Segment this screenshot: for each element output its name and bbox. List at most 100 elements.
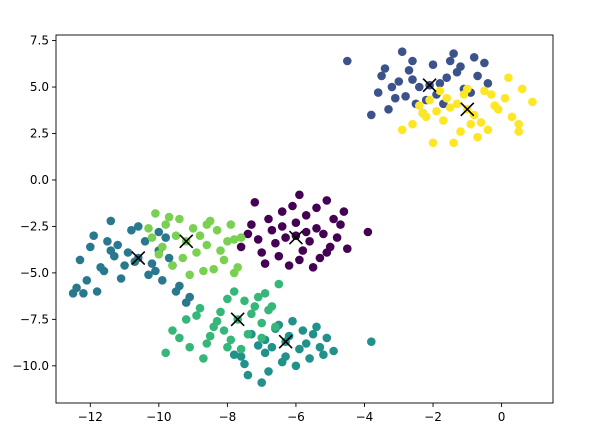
data-point xyxy=(89,231,98,240)
data-point xyxy=(449,49,458,58)
data-point xyxy=(277,207,287,216)
data-point xyxy=(236,242,246,252)
data-point xyxy=(483,79,493,88)
data-point xyxy=(75,255,85,265)
data-point xyxy=(487,90,496,99)
data-point xyxy=(322,333,332,343)
data-point xyxy=(291,218,301,227)
centroid-marker xyxy=(179,234,194,249)
data-point xyxy=(367,110,376,120)
data-point xyxy=(257,318,267,328)
data-point xyxy=(295,190,304,200)
data-point xyxy=(274,251,284,261)
data-point xyxy=(397,47,407,56)
data-point xyxy=(216,307,225,317)
x-axis: −12 −10 −8 −6 −4 −2 0 xyxy=(78,403,505,424)
data-point xyxy=(205,331,215,341)
data-point xyxy=(171,287,181,296)
data-point xyxy=(123,248,133,257)
data-point xyxy=(277,222,287,231)
data-point xyxy=(144,270,153,280)
data-point xyxy=(391,93,400,103)
x-tick-label: −4 xyxy=(356,410,374,424)
x-tick-label: −8 xyxy=(219,410,237,424)
centroids-layer xyxy=(131,78,475,349)
data-point xyxy=(236,344,246,354)
y-tick-label: 2.5 xyxy=(30,127,49,141)
data-point xyxy=(212,316,222,326)
data-point xyxy=(226,220,236,229)
y-axis: −10.0 −7.5 −5.0 −2.5 0.0 2.5 5.0 7.5 xyxy=(12,34,56,373)
data-point xyxy=(480,58,489,68)
data-point xyxy=(315,342,325,352)
data-point xyxy=(264,214,273,224)
data-point xyxy=(298,326,308,335)
data-point xyxy=(226,335,236,345)
data-point xyxy=(253,292,263,302)
data-point xyxy=(216,246,225,255)
data-point xyxy=(140,237,150,246)
data-point xyxy=(315,253,325,263)
data-point xyxy=(301,211,311,220)
data-point xyxy=(96,263,105,272)
data-point xyxy=(514,119,523,129)
centroid-marker xyxy=(422,78,437,93)
data-point xyxy=(113,240,122,250)
data-point xyxy=(192,311,201,320)
y-tick-label: 7.5 xyxy=(30,34,49,48)
data-point xyxy=(260,259,270,268)
data-point xyxy=(343,56,352,66)
data-point xyxy=(281,352,290,361)
data-point xyxy=(127,225,136,235)
data-point xyxy=(151,209,160,218)
data-point xyxy=(401,92,410,101)
y-tick-label: 5.0 xyxy=(30,80,49,94)
data-point xyxy=(312,322,321,332)
data-point xyxy=(181,298,191,307)
data-point xyxy=(428,60,438,69)
data-point xyxy=(247,309,256,319)
data-point xyxy=(339,207,349,216)
data-point xyxy=(377,71,386,81)
data-point xyxy=(291,361,301,371)
centroid-stroke xyxy=(230,312,245,327)
data-point xyxy=(181,315,191,324)
data-point xyxy=(253,235,263,244)
data-point xyxy=(336,220,345,229)
data-point xyxy=(466,119,476,129)
data-point xyxy=(322,248,332,257)
data-point xyxy=(144,224,153,233)
x-tick-label: −2 xyxy=(424,410,442,424)
data-point xyxy=(161,220,170,229)
data-point xyxy=(281,233,290,242)
data-point xyxy=(332,233,342,242)
data-point xyxy=(185,270,194,280)
series-4 xyxy=(161,279,284,363)
data-point xyxy=(223,237,232,246)
data-point xyxy=(164,212,174,222)
data-point xyxy=(106,216,116,226)
series-6 xyxy=(397,73,537,148)
data-point xyxy=(236,233,246,242)
data-point xyxy=(171,231,181,240)
data-point xyxy=(240,296,249,306)
centroid-stroke xyxy=(422,78,437,93)
data-point xyxy=(452,67,462,77)
series-3 xyxy=(229,316,376,387)
data-point xyxy=(154,250,164,259)
data-point xyxy=(322,196,332,205)
data-point xyxy=(260,289,270,298)
series-2 xyxy=(68,216,194,307)
data-point xyxy=(528,97,537,107)
series-5 xyxy=(144,209,246,280)
data-point xyxy=(236,352,246,361)
data-point xyxy=(116,274,126,283)
data-point xyxy=(305,354,314,363)
data-point xyxy=(106,246,116,255)
centroid-stroke xyxy=(131,250,146,266)
data-point xyxy=(161,233,170,242)
data-point xyxy=(445,103,455,112)
data-point xyxy=(158,276,167,285)
data-point xyxy=(195,231,205,240)
